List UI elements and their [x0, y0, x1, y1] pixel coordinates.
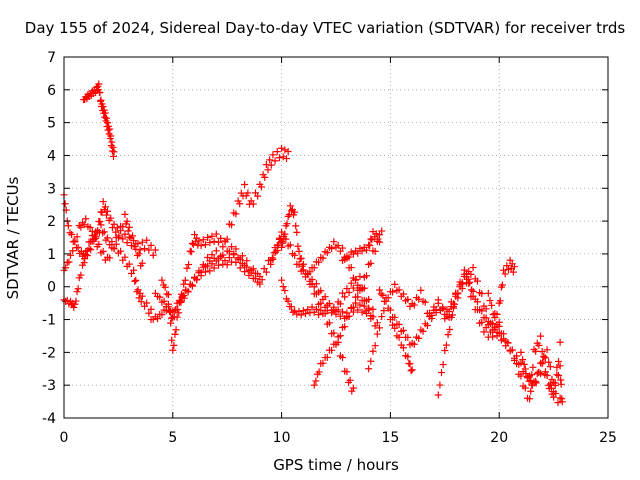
chart-title: Day 155 of 2024, Sidereal Day-to-day VTE… [25, 19, 626, 37]
x-axis-label: GPS time / hours [273, 456, 399, 474]
y-tick-label: -2 [42, 345, 56, 361]
axis-ticks: 0 5 10 15 20 25 -4 -3 -2 -1 0 1 2 3 4 5 6 7 [42, 50, 617, 446]
series-t19 [484, 289, 564, 403]
marker-path-t19 [484, 289, 564, 403]
x-tick-label: 15 [381, 430, 399, 446]
series-t10 [267, 228, 373, 317]
series-t13 [339, 228, 384, 264]
marker-path-t12 [310, 227, 386, 389]
x-tick-label: 5 [168, 430, 177, 446]
y-tick-label: 2 [47, 214, 56, 230]
series-t12 [310, 227, 386, 389]
x-tick-label: 20 [490, 430, 508, 446]
series-t20 [517, 346, 566, 406]
y-tick-label: 6 [47, 83, 56, 99]
plot-border [63, 56, 609, 419]
y-tick-label: 1 [47, 247, 56, 263]
y-tick-label: 3 [47, 181, 56, 197]
marker-path-t4 [80, 80, 118, 160]
marker-path-t13 [339, 228, 384, 264]
series-t7 [151, 247, 264, 316]
x-tick-label: 25 [599, 430, 617, 446]
y-tick-label: -3 [42, 378, 56, 394]
series-t4 [80, 80, 118, 160]
y-tick-label: 4 [47, 148, 56, 164]
y-axis-label: SDTVAR / TECUs [4, 176, 22, 299]
series-t16 [386, 316, 416, 375]
y-tick-label: 0 [47, 280, 56, 296]
series-t17 [434, 256, 518, 399]
marker-path-t10 [267, 228, 373, 317]
marker-path-t20 [517, 346, 566, 406]
x-tick-label: 10 [273, 430, 291, 446]
y-tick-label: 5 [47, 116, 56, 132]
y-tick-label: -4 [42, 411, 56, 427]
data-points [60, 80, 566, 407]
y-tick-label: 7 [47, 50, 56, 66]
marker-path-t7 [151, 247, 264, 316]
grid-lines [64, 57, 608, 418]
marker-path-t17 [434, 256, 518, 399]
x-tick-label: 0 [60, 430, 69, 446]
y-tick-label: -1 [42, 313, 56, 329]
marker-path-t16 [386, 316, 416, 375]
